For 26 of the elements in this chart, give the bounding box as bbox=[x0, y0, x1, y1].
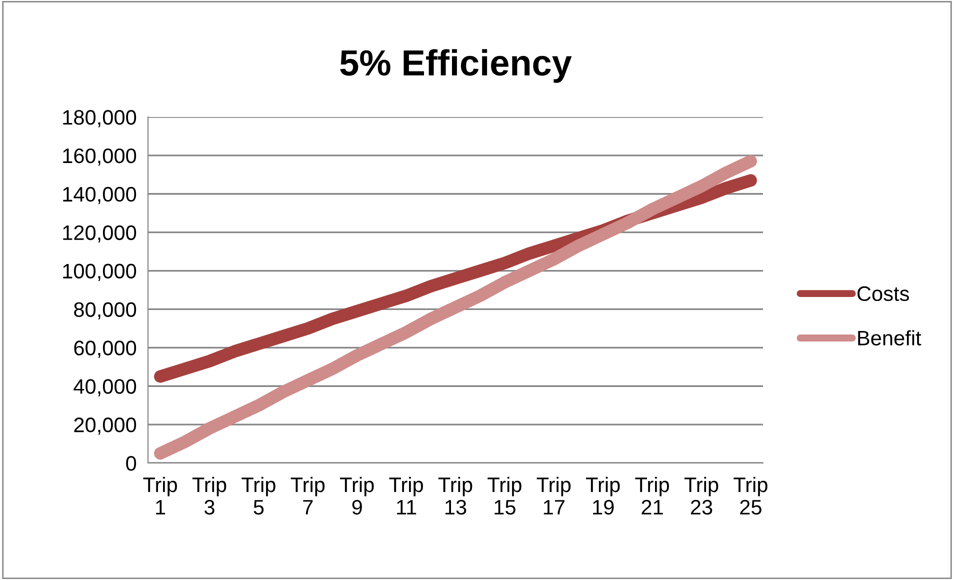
x-tick-label: Trip 17 bbox=[536, 476, 571, 514]
x-tick-label: Trip 9 bbox=[340, 476, 374, 515]
x-tick-label: Trip 5 bbox=[242, 476, 276, 515]
y-tick-label: 120,000 bbox=[63, 225, 136, 243]
y-tick-label: 40,000 bbox=[74, 379, 136, 396]
legend-label: Benefit bbox=[858, 330, 922, 346]
y-tick-label: 60,000 bbox=[74, 340, 136, 358]
x-tick-label: Trip 23 bbox=[684, 476, 718, 515]
x-tick-label: Trip 1 bbox=[143, 476, 177, 514]
y-tick-label: 160,000 bbox=[63, 148, 136, 166]
legend-label: Costs bbox=[858, 286, 909, 302]
x-tick-label: Trip 11 bbox=[389, 476, 423, 514]
x-tick-label: Trip 25 bbox=[734, 476, 768, 515]
y-tick-label: 20,000 bbox=[74, 418, 136, 435]
x-tick-label: Trip 15 bbox=[488, 476, 522, 515]
x-tick-label: Trip 19 bbox=[586, 476, 620, 515]
x-tick-label: Trip 13 bbox=[438, 476, 472, 515]
x-tick-label: Trip 3 bbox=[192, 476, 226, 515]
y-tick-label: 100,000 bbox=[63, 264, 136, 281]
y-tick-label: 140,000 bbox=[63, 186, 136, 204]
chart-title: 5% Efficiency bbox=[340, 49, 572, 83]
y-tick-label: 80,000 bbox=[74, 302, 136, 320]
y-tick-label: 180,000 bbox=[63, 110, 136, 128]
x-tick-label: Trip 21 bbox=[635, 476, 669, 514]
y-tick-label: 0 bbox=[126, 456, 136, 471]
x-tick-label: Trip 7 bbox=[290, 476, 325, 514]
